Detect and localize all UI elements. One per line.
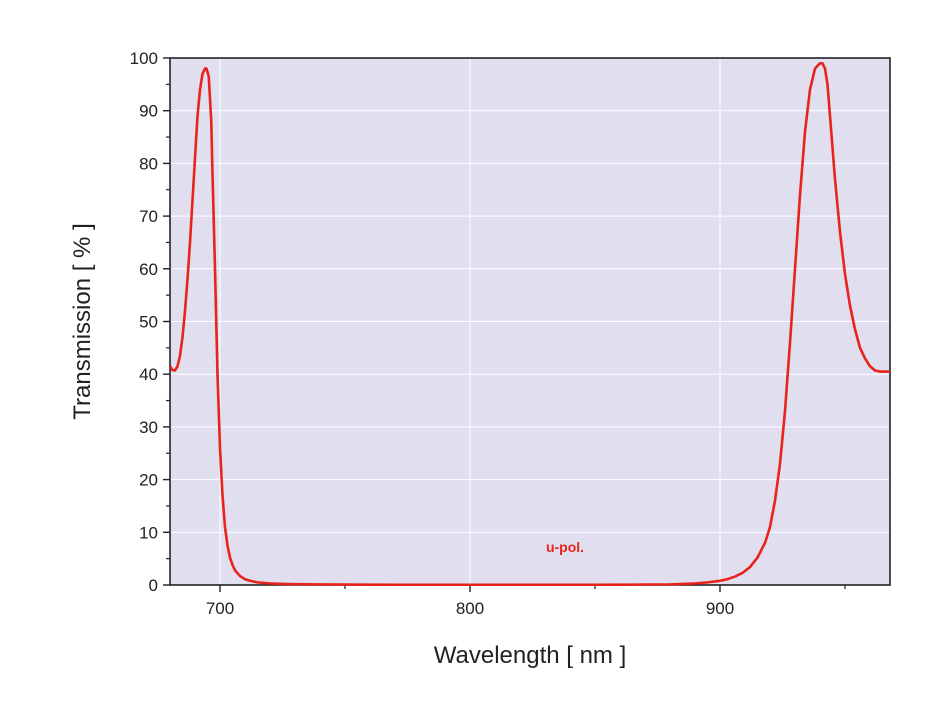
y-tick-label: 20 bbox=[139, 471, 158, 490]
y-tick-label: 70 bbox=[139, 207, 158, 226]
y-tick-label: 60 bbox=[139, 260, 158, 279]
y-tick-label: 80 bbox=[139, 154, 158, 173]
y-axis-title: Transmission [ % ] bbox=[69, 223, 96, 420]
y-tick-label: 50 bbox=[139, 313, 158, 332]
y-tick-label: 30 bbox=[139, 418, 158, 437]
y-tick-label: 40 bbox=[139, 365, 158, 384]
annotation-label: u-pol. bbox=[546, 539, 584, 555]
axis-ticks: 0 10 20 30 40 50 60 70 80 90 100 700 800 900 bbox=[130, 49, 846, 618]
y-tick-label: 100 bbox=[130, 49, 158, 68]
grid-lines bbox=[170, 58, 890, 585]
y-tick-label: 10 bbox=[139, 523, 158, 542]
series-layer bbox=[168, 61, 890, 587]
series-line bbox=[168, 61, 890, 587]
y-tick-label: 90 bbox=[139, 102, 158, 121]
x-tick-label: 800 bbox=[456, 599, 484, 618]
x-tick-label: 700 bbox=[206, 599, 234, 618]
x-tick-label: 900 bbox=[706, 599, 734, 618]
y-tick-label: 0 bbox=[149, 576, 158, 595]
x-axis-title: Wavelength [ nm ] bbox=[434, 642, 627, 669]
